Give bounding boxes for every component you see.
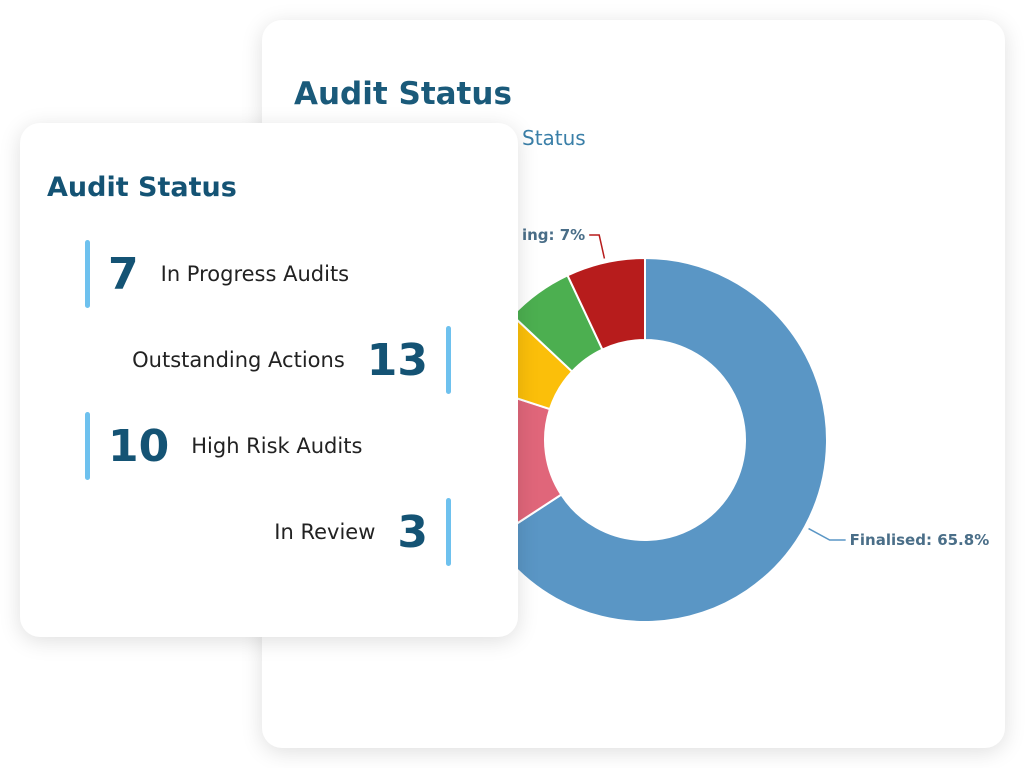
stat-row: 7 In Progress Audits — [85, 240, 350, 308]
stat-label: In Progress Audits — [160, 262, 350, 286]
stat-label: High Risk Audits — [191, 434, 363, 458]
slice-label: Finalised: 65.8% — [850, 531, 990, 549]
slice-label: ing: 7% — [522, 226, 585, 244]
leader-line — [808, 527, 846, 541]
stat-value: 7 — [108, 248, 139, 300]
stat-row: In Review 3 — [274, 498, 451, 566]
leader-line — [589, 234, 606, 259]
stat-value: 3 — [397, 506, 428, 558]
accent-bar — [85, 240, 90, 308]
stat-row: Outstanding Actions 13 — [132, 326, 451, 394]
donut-slice — [491, 256, 828, 623]
card-subtitle: Status — [522, 126, 586, 150]
accent-bar — [446, 498, 451, 566]
stat-row: 10 High Risk Audits — [85, 412, 363, 480]
stat-label: In Review — [274, 520, 376, 544]
accent-bar — [446, 326, 451, 394]
stat-value: 10 — [108, 420, 170, 472]
stats-card: Audit Status 7 In Progress Audits Outstand… — [20, 123, 518, 637]
stat-value: 13 — [366, 334, 428, 386]
donut-slice — [566, 256, 646, 351]
card-title: Audit Status — [294, 76, 512, 112]
card-title: Audit Status — [47, 172, 237, 203]
stat-label: Outstanding Actions — [132, 348, 345, 372]
accent-bar — [85, 412, 90, 480]
